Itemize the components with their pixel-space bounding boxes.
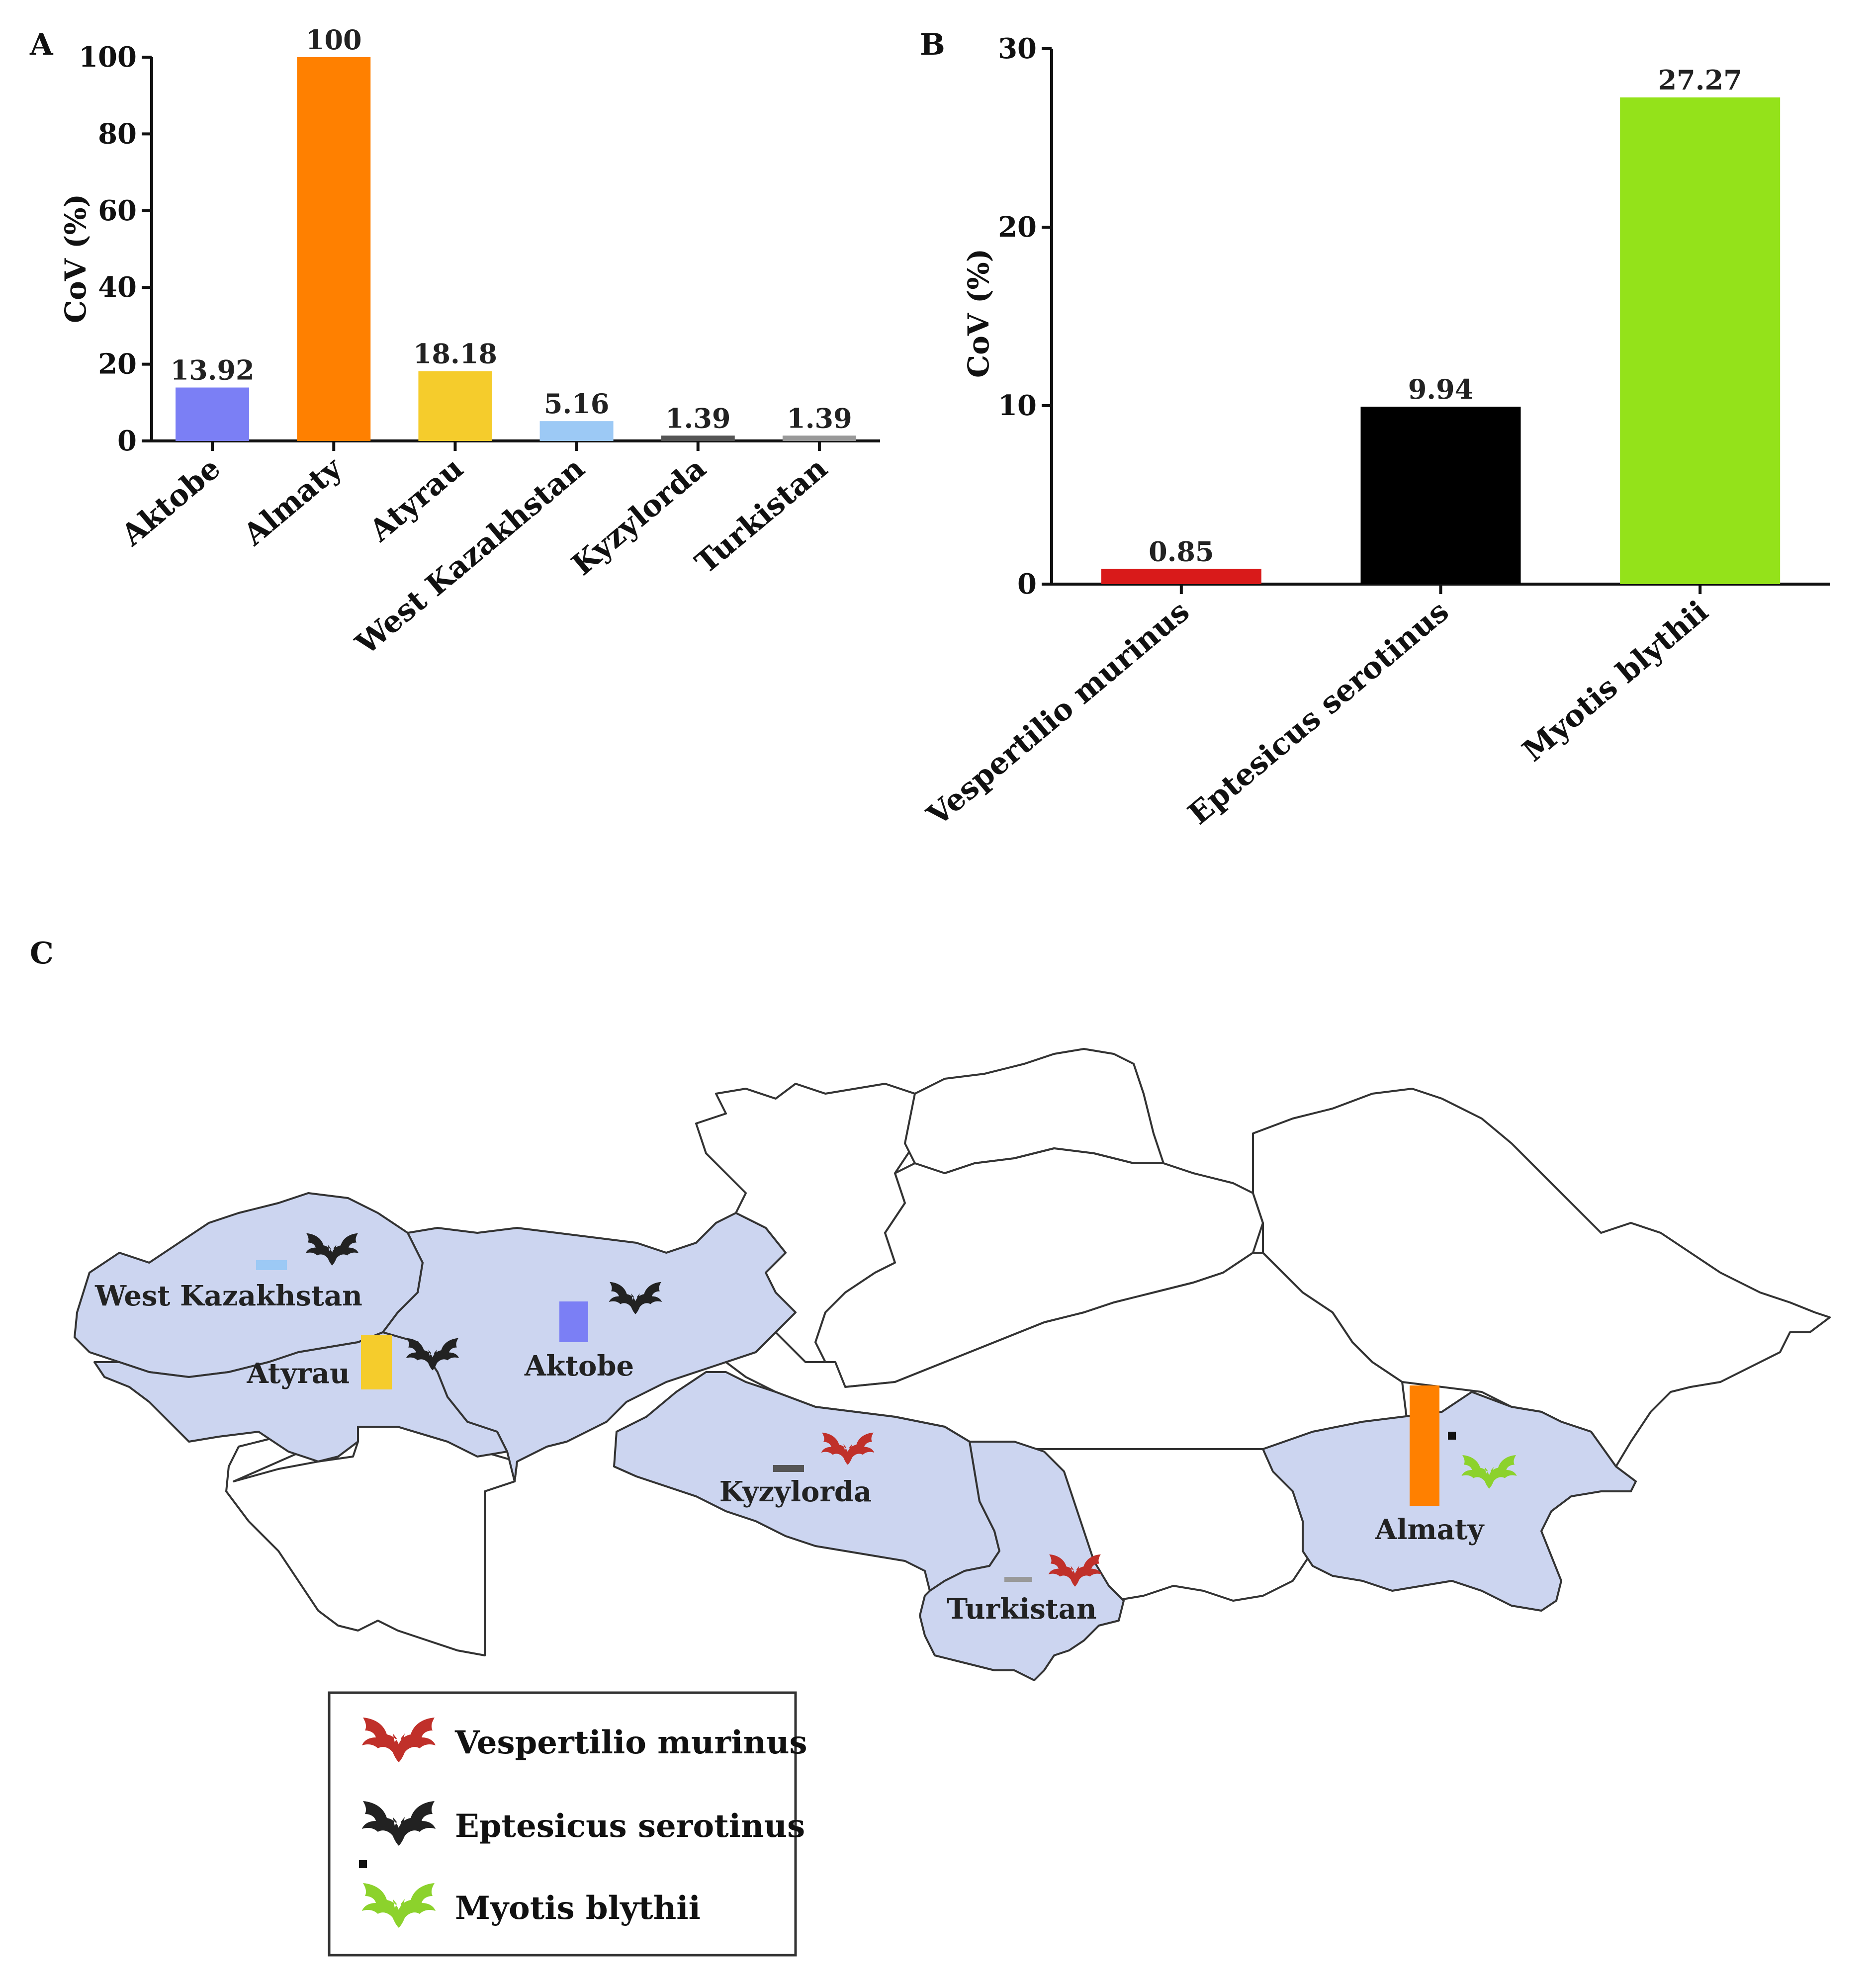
a-y-tick-label: 0 [117, 425, 137, 457]
panel-b-y-axis-title: CoV (%) [962, 249, 995, 378]
kazakhstan-map [74, 1048, 1831, 1681]
legend-items: Vespertilio murinus Eptesicus serotinus My… [359, 1718, 807, 1928]
a-category-label-aktobe: Aktobe [114, 451, 227, 553]
a-value-label-west-kazakhstan: 5.16 [544, 388, 610, 420]
legend: Vespertilio murinus Eptesicus serotinus My… [328, 1691, 807, 1957]
b-value-label-myotis-blythii: 27.27 [1658, 64, 1742, 96]
panel-b-letter: B [920, 27, 945, 62]
a-y-tick-label: 20 [98, 348, 137, 381]
map-marks: West Kazakhstan Atyrau Aktobe Kyzylorda Turk… [94, 1233, 1517, 1626]
b-bar-eptesicus-serotinus [1360, 407, 1521, 584]
map-label-atyrau: Atyrau [246, 1357, 350, 1390]
legend-black-square-marker [359, 1860, 367, 1868]
map-label-almaty: Almaty [1375, 1513, 1485, 1546]
map-label-turkistan: Turkistan [947, 1593, 1096, 1626]
panel-a-labels: 13.92 Aktobe 100 Almaty 18.18 Atyrau 5.16 West … [114, 24, 852, 662]
almaty-region [1262, 1391, 1637, 1612]
panel-a: A CoV (%) 0 20 40 60 80 100 13.92 Aktobe 100 Alm… [29, 24, 880, 662]
b-y-tick-label: 30 [998, 32, 1037, 65]
b-bar-myotis-blythii [1620, 97, 1781, 584]
a-value-label-atyrau: 18.18 [413, 338, 497, 370]
map-bar-kyzylorda [773, 1465, 804, 1472]
a-category-label-atyrau: Atyrau [362, 451, 470, 549]
a-category-label-kyzylorda: Kyzylorda [565, 451, 713, 583]
map-label-aktobe: Aktobe [524, 1350, 634, 1382]
a-y-tick-label: 100 [79, 41, 137, 74]
panel-b-bars [1101, 97, 1781, 584]
b-bar-vespertilio-murinus [1101, 569, 1261, 584]
legend-label-eptesicus-serotinus: Eptesicus serotinus [455, 1808, 805, 1845]
map-label-kyzylorda: Kyzylorda [719, 1475, 872, 1508]
a-value-label-almaty: 100 [306, 24, 362, 56]
b-category-label-myotis-blythii: Myotis blythii [1516, 594, 1715, 769]
a-bar-almaty [297, 57, 371, 441]
a-y-tick-label: 40 [98, 271, 137, 304]
legend-label-myotis-blythii: Myotis blythii [455, 1890, 701, 1927]
mangystau-region [225, 1426, 518, 1656]
a-category-label-almaty: Almaty [237, 450, 350, 553]
a-value-label-aktobe: 13.92 [171, 354, 255, 386]
a-bar-atyrau [418, 371, 492, 441]
map-bar-turkistan [1004, 1577, 1032, 1582]
b-value-label-vespertilio-murinus: 0.85 [1149, 535, 1214, 567]
map-bar-almaty [1410, 1385, 1439, 1506]
a-category-label-west-kazakhstan: West Kazakhstan [349, 451, 591, 662]
panel-a-axes: 0 20 40 60 80 100 [79, 41, 880, 457]
a-y-tick-label: 60 [98, 194, 137, 227]
a-value-label-kyzylorda: 1.39 [665, 402, 731, 434]
b-category-label-eptesicus-serotinus: Eptesicus serotinus [1181, 594, 1455, 832]
turkistan-region [919, 1441, 1125, 1681]
a-y-tick-label: 80 [98, 117, 137, 150]
almaty-eptesicus-marker [1448, 1432, 1456, 1440]
panel-b-labels: 0.85 Vespertilio murinus 9.94 Eptesicus ser… [920, 64, 1742, 833]
b-category-label-vespertilio-murinus: Vespertilio murinus [920, 594, 1196, 833]
b-y-tick-label: 10 [998, 389, 1037, 422]
panel-c-letter: C [30, 936, 54, 971]
panel-a-letter: A [29, 27, 54, 62]
a-value-label-turkistan: 1.39 [787, 402, 852, 434]
b-value-label-eptesicus-serotinus: 9.94 [1408, 373, 1474, 405]
a-bar-kyzylorda [661, 435, 735, 441]
panel-c: C West Kazakhstan Atyrau Aktobe Kyzylorda Tu… [30, 936, 1831, 1957]
b-y-tick-label: 0 [1017, 568, 1037, 601]
map-bar-west-kazakhstan [256, 1260, 287, 1270]
aktobe-region [382, 1212, 797, 1482]
map-bar-atyrau [361, 1335, 392, 1389]
panel-a-y-axis-title: CoV (%) [59, 194, 92, 323]
a-bar-west-kazakhstan [539, 421, 614, 441]
b-y-tick-label: 20 [998, 211, 1037, 244]
map-bar-aktobe [559, 1301, 588, 1342]
a-category-label-turkistan: Turkistan [689, 451, 834, 581]
legend-label-vespertilio-murinus: Vespertilio murinus [454, 1724, 807, 1761]
panel-b: B CoV (%) 0 10 20 30 0.85 Vespertilio murinu… [920, 27, 1830, 833]
map-label-west-kazakhstan: West Kazakhstan [94, 1280, 362, 1312]
a-bar-turkistan [782, 435, 856, 441]
atyrau-region [93, 1331, 508, 1463]
panel-a-bars [176, 57, 856, 441]
a-bar-aktobe [176, 387, 250, 441]
